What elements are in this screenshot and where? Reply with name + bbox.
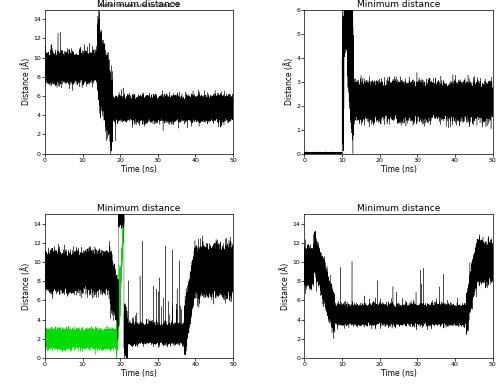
Y-axis label: Distance (Å): Distance (Å) bbox=[21, 58, 31, 105]
Title: Minimum distance: Minimum distance bbox=[357, 204, 440, 213]
X-axis label: Time (ns): Time (ns) bbox=[121, 369, 157, 378]
X-axis label: Time (ns): Time (ns) bbox=[380, 369, 416, 378]
Title: Minimum distance: Minimum distance bbox=[98, 0, 180, 9]
Title: Minimum distance: Minimum distance bbox=[98, 204, 180, 213]
Title: Minimum distance: Minimum distance bbox=[357, 0, 440, 9]
X-axis label: Time (ns): Time (ns) bbox=[380, 165, 416, 174]
X-axis label: Time (ns): Time (ns) bbox=[121, 165, 157, 174]
Y-axis label: Distance (Å): Distance (Å) bbox=[284, 58, 294, 105]
Y-axis label: Distance (Å): Distance (Å) bbox=[280, 262, 290, 310]
Y-axis label: Distance (Å): Distance (Å) bbox=[21, 262, 31, 310]
Text: water molecule to Glu172: water molecule to Glu172 bbox=[98, 3, 180, 8]
